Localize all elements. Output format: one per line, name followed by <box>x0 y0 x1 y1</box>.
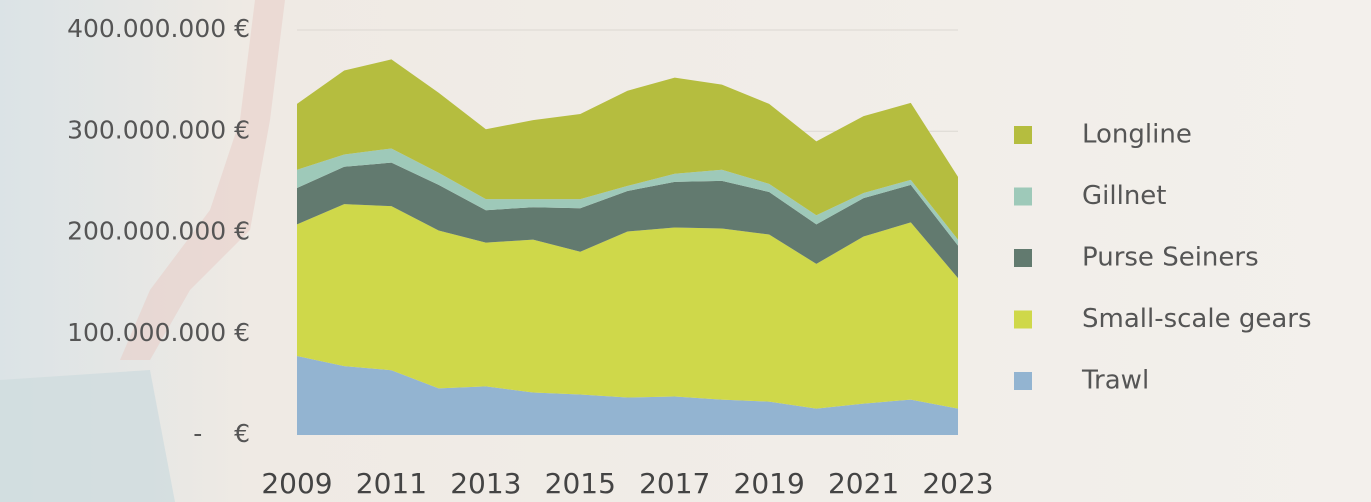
legend-label: Longline <box>1082 120 1192 150</box>
y-tick-label: - € <box>193 419 250 448</box>
legend-label: Purse Seiners <box>1082 243 1259 273</box>
y-tick-label: 400.000.000 € <box>67 14 250 43</box>
area <box>297 204 958 409</box>
map-region <box>120 0 285 360</box>
legend-label: Trawl <box>1081 366 1149 396</box>
area <box>297 59 958 240</box>
map-sea <box>0 370 175 502</box>
y-tick-label: 300.000.000 € <box>67 115 250 144</box>
legend-label: Small-scale gears <box>1082 304 1312 334</box>
area <box>297 356 958 435</box>
legend-swatch <box>1014 310 1032 329</box>
x-tick-label: 2015 <box>545 467 616 500</box>
legend-swatch <box>1014 372 1032 390</box>
x-tick-label: 2021 <box>828 467 899 500</box>
legend-swatch <box>1014 187 1032 206</box>
x-tick-label: 2023 <box>922 467 993 500</box>
x-tick-label: 2011 <box>356 467 427 500</box>
x-tick-label: 2009 <box>261 467 332 500</box>
x-tick-label: 2019 <box>734 467 805 500</box>
area <box>297 162 958 279</box>
legend-swatch <box>1014 249 1032 267</box>
y-tick-label: 200.000.000 € <box>67 217 250 246</box>
legend-swatch <box>1014 126 1032 144</box>
legend-label: Gillnet <box>1082 181 1167 211</box>
area <box>297 148 958 246</box>
x-tick-label: 2017 <box>639 467 710 500</box>
x-tick-label: 2013 <box>450 467 521 500</box>
y-tick-label: 100.000.000 € <box>67 318 250 347</box>
